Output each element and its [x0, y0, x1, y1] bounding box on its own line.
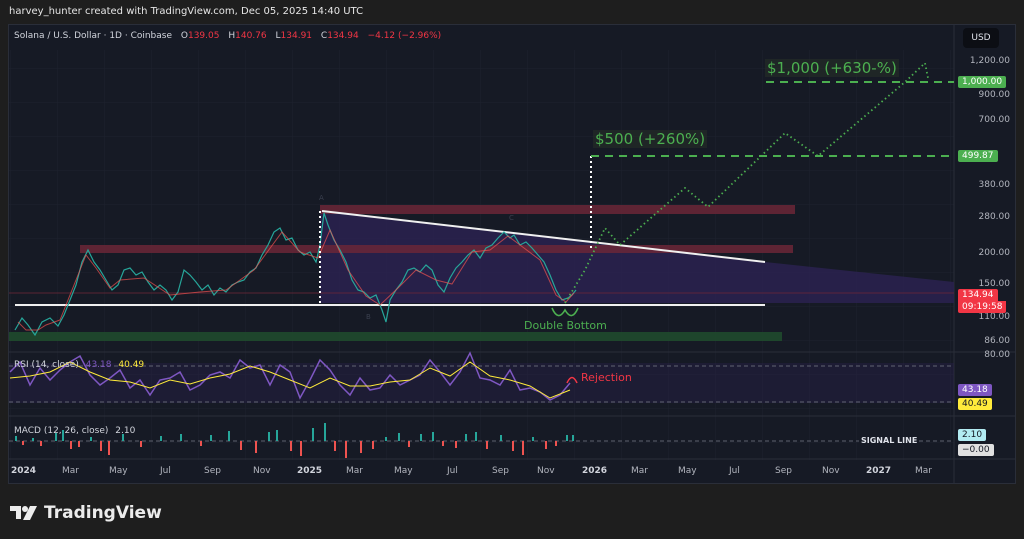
symbol-title[interactable]: Solana / U.S. Dollar · 1D · Coinbase	[14, 31, 173, 41]
price-label: 200.00	[978, 248, 1011, 258]
last-price-tag: 134.94	[958, 289, 998, 301]
point-a-label: A	[319, 194, 324, 202]
rsi-legend-label: RSI (14, close)	[14, 360, 79, 370]
time-label: Jul	[160, 466, 171, 476]
price-label: 900.00	[978, 90, 1011, 100]
price-label: 700.00	[978, 115, 1011, 125]
change-value: −4.12 (−2.96%)	[367, 31, 442, 41]
macd-value-tag: 2.10	[958, 429, 987, 441]
signal-value-tag: −0.00	[958, 444, 994, 456]
tradingview-logo: TradingView	[10, 503, 162, 523]
bar-countdown-tag: 09:19:58	[958, 301, 1007, 313]
support-zone	[9, 332, 782, 341]
point-c-label: C	[509, 214, 514, 222]
rsi-legend-ma-value: 40.49	[118, 360, 145, 370]
time-label: Mar	[62, 466, 79, 476]
macd-legend[interactable]: MACD (12, 26, close) 2.10	[14, 426, 135, 436]
time-label: Mar	[915, 466, 932, 476]
time-label: Mar	[346, 466, 363, 476]
time-label: Jul	[447, 466, 458, 476]
time-label: May	[109, 466, 128, 476]
macd-legend-value: 2.10	[115, 426, 136, 436]
price-label: 86.00	[984, 336, 1010, 346]
rsi-legend[interactable]: RSI (14, close) 43.18 40.49	[14, 360, 144, 370]
resistance-zone-lower	[80, 245, 793, 253]
target-500-price-tag: 499.87	[958, 150, 998, 162]
open-value: 139.05	[187, 31, 220, 41]
high-value: 140.76	[235, 31, 267, 41]
point-b-label: B	[366, 313, 371, 321]
double-bottom-label[interactable]: Double Bottom	[524, 319, 607, 332]
time-label: Sep	[492, 466, 509, 476]
signal-line-label[interactable]: SIGNAL LINE	[859, 436, 920, 445]
time-label: Nov	[537, 466, 555, 476]
low-value: 134.91	[280, 31, 313, 41]
price-label: 110.00	[978, 312, 1011, 322]
time-label: May	[678, 466, 697, 476]
chart-credit: harvey_hunter created with TradingView.c…	[9, 6, 364, 17]
rsi-ma-line	[9, 361, 571, 399]
double-bottom-marker	[551, 307, 579, 317]
close-value: 134.94	[327, 31, 359, 41]
time-label: Nov	[822, 466, 840, 476]
symbol-legend: Solana / U.S. Dollar · 1D · Coinbase O13…	[14, 31, 442, 41]
price-label: 1,200.00	[969, 56, 1010, 66]
macd-legend-label: MACD (12, 26, close)	[14, 426, 109, 436]
time-label: Mar	[631, 466, 648, 476]
time-label: 2027	[866, 466, 892, 476]
time-label: Nov	[253, 466, 271, 476]
time-label: Sep	[204, 466, 221, 476]
price-label: 380.00	[978, 180, 1011, 190]
time-label: 2026	[582, 466, 608, 476]
rejection-label[interactable]: Rejection	[581, 371, 632, 384]
time-label: May	[394, 466, 413, 476]
rejection-marker	[566, 376, 578, 384]
rsi-value-tag: 43.18	[958, 384, 992, 396]
target-1000-price-tag: 1,000.00	[958, 76, 1007, 88]
target-500-label[interactable]: $500 (+260%)	[593, 130, 708, 148]
price-label: 150.00	[978, 279, 1011, 289]
price-series	[14, 212, 577, 337]
time-label: Jul	[729, 466, 740, 476]
triangle-pattern-fill	[320, 211, 954, 303]
resistance-zone-upper	[320, 205, 795, 214]
rsi-legend-value: 43.18	[85, 360, 112, 370]
currency-button[interactable]: USD	[963, 28, 999, 48]
time-label: Sep	[775, 466, 792, 476]
rsi-line	[9, 351, 571, 401]
time-label: 2024	[11, 466, 37, 476]
price-label: 280.00	[978, 212, 1011, 222]
time-label: 2025	[297, 466, 323, 476]
price-label: 80.00	[984, 350, 1010, 360]
tradingview-logo-icon	[10, 506, 37, 520]
macd-histogram	[15, 423, 574, 458]
rsi-ma-value-tag: 40.49	[958, 398, 992, 410]
target-1000-label[interactable]: $1,000 (+630-%)	[765, 59, 899, 77]
descending-trendline	[321, 210, 766, 263]
